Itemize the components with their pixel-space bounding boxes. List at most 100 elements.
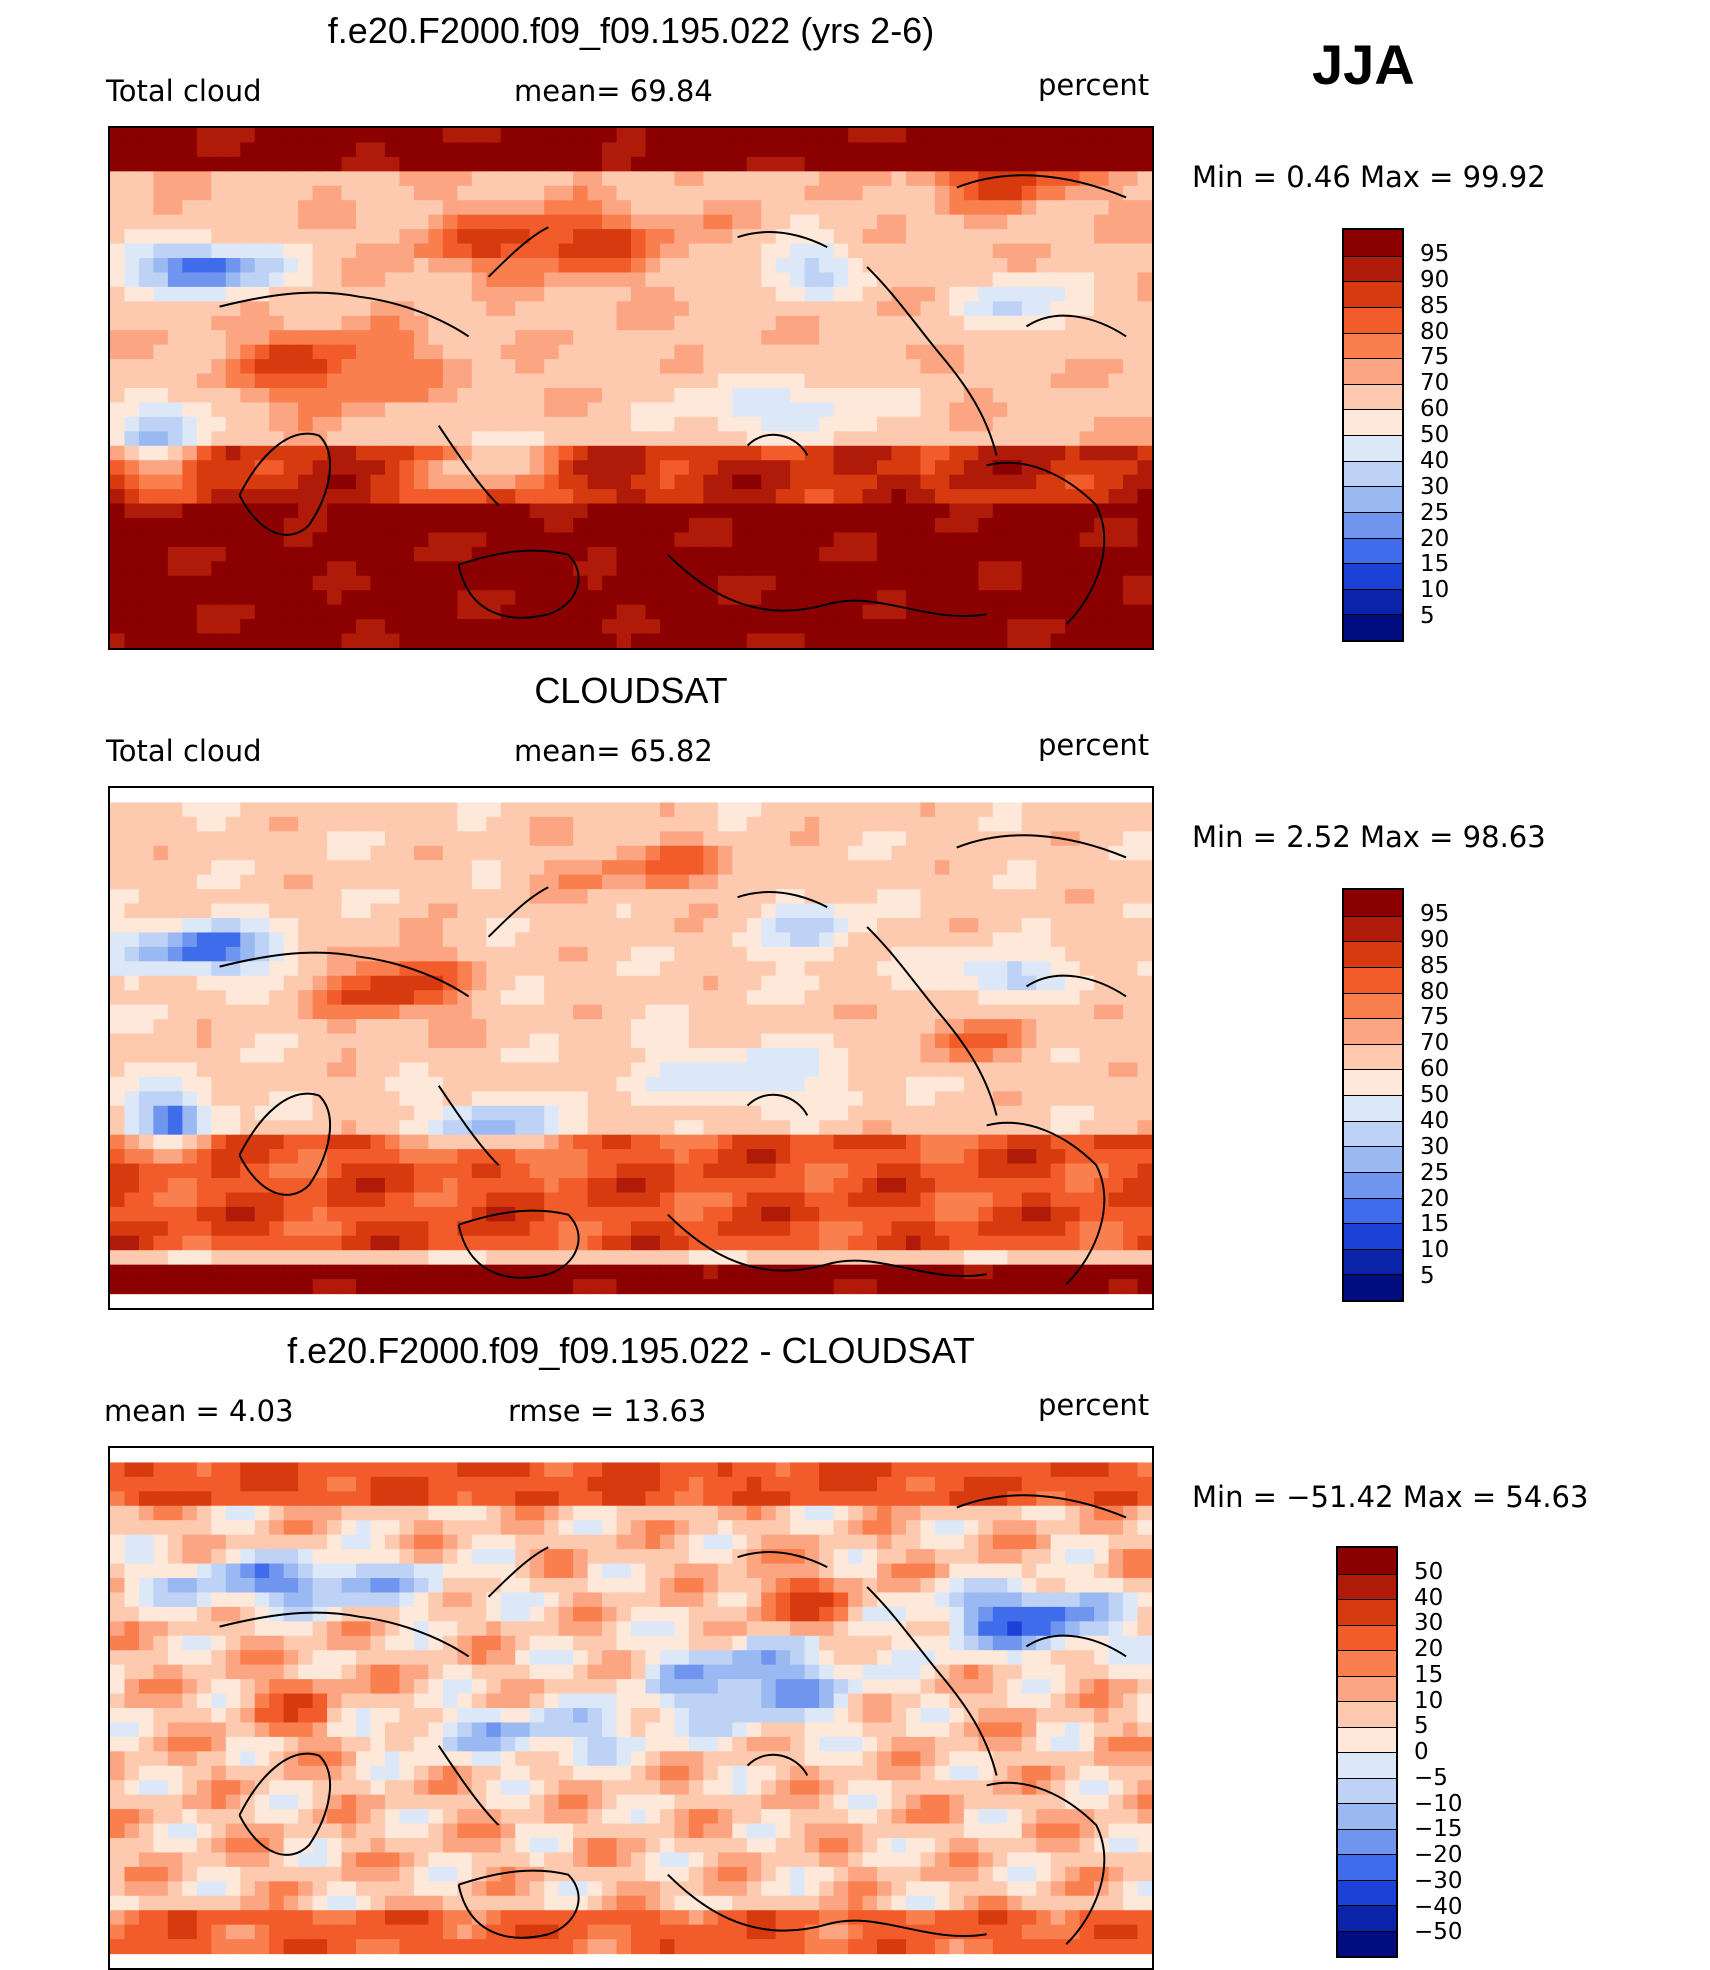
map-cell <box>659 431 676 447</box>
map-cell <box>573 243 589 259</box>
map-cell <box>471 1235 487 1251</box>
map-cell <box>602 1264 618 1280</box>
map-cell <box>688 990 704 1006</box>
map-cell <box>833 431 849 447</box>
map-cell <box>1137 1221 1152 1237</box>
map-cell <box>833 518 849 534</box>
map-cell <box>298 474 314 490</box>
map-cell <box>515 532 531 548</box>
map-cell <box>110 816 126 832</box>
map-cell <box>1036 1004 1052 1020</box>
map-cell <box>934 590 950 606</box>
map-cell <box>819 474 835 490</box>
map-cell <box>790 802 806 818</box>
map-cell <box>717 1076 733 1092</box>
map-cell <box>167 1105 183 1121</box>
colorbar-swatch <box>1344 460 1402 487</box>
map-cell <box>602 1221 618 1237</box>
map-cell <box>399 1221 415 1237</box>
map-cell <box>153 445 169 461</box>
map-cell <box>1065 546 1081 562</box>
map-cell <box>356 1120 372 1136</box>
map-cell <box>573 229 589 245</box>
map-cell <box>703 1062 719 1078</box>
map-cell <box>471 286 487 302</box>
map-cell <box>819 460 835 476</box>
map-cell <box>905 402 922 418</box>
map-cell <box>254 1062 270 1078</box>
map-cell <box>616 816 632 832</box>
map-cell <box>833 932 849 948</box>
map-cell <box>254 156 270 172</box>
map-cell <box>558 932 574 948</box>
map-cell <box>1050 1019 1066 1035</box>
map-cell <box>471 272 487 288</box>
map-cell <box>688 1033 704 1049</box>
map-cell <box>356 1149 372 1165</box>
map-cell <box>891 1250 907 1266</box>
map-cell <box>1021 489 1037 505</box>
map-cell <box>659 1004 676 1020</box>
map-cell <box>167 286 183 302</box>
map-cell <box>920 1105 936 1121</box>
map-cell <box>905 1048 922 1064</box>
map-cell <box>949 1134 965 1150</box>
map-cell <box>1123 1004 1139 1020</box>
map-cell <box>804 918 820 934</box>
map-cell <box>1137 388 1152 404</box>
map-cell <box>963 619 979 635</box>
map-cell <box>891 171 907 187</box>
map-cell <box>891 503 907 519</box>
map-cell <box>1065 1120 1081 1136</box>
map-cell <box>761 460 777 476</box>
map-cell <box>934 975 950 991</box>
map-cell <box>1065 802 1081 818</box>
map-cell <box>920 1004 936 1020</box>
map-cell <box>573 874 589 890</box>
map-cell <box>370 932 386 948</box>
map-cell <box>269 1163 285 1179</box>
map-cell <box>486 903 502 919</box>
map-cell <box>573 1076 589 1092</box>
map-cell <box>558 431 574 447</box>
map-cell <box>905 1019 922 1035</box>
map-cell <box>717 1264 733 1280</box>
map-cell <box>182 1134 198 1150</box>
map-cell <box>949 301 965 317</box>
map-cell <box>1094 946 1110 962</box>
map-cell <box>1079 903 1095 919</box>
map-cell <box>457 990 473 1006</box>
map-cell <box>298 518 314 534</box>
map-cell <box>124 546 140 562</box>
map-cell <box>283 932 299 948</box>
map-cell <box>356 546 372 562</box>
map-cell <box>298 330 314 346</box>
map-cell <box>211 243 227 259</box>
map-cell <box>963 229 979 245</box>
map-cell <box>486 503 502 519</box>
map-cell <box>225 142 241 158</box>
map-cell <box>1079 918 1095 934</box>
map-cell <box>732 359 748 375</box>
map-cell <box>153 918 169 934</box>
map-cell <box>1094 1048 1110 1064</box>
map-cell <box>283 831 299 847</box>
map-cell <box>500 532 516 548</box>
map-cell <box>269 860 285 876</box>
map-cell <box>602 831 618 847</box>
map-cell <box>515 128 531 144</box>
map-cell <box>182 315 198 331</box>
map-cell <box>732 431 748 447</box>
map-cell <box>269 1076 285 1092</box>
map-cell <box>905 546 922 562</box>
map-cell <box>775 874 791 890</box>
map-cell <box>819 1033 835 1049</box>
map-cell <box>1065 388 1081 404</box>
map-cell <box>327 128 343 144</box>
map-cell <box>949 1149 965 1165</box>
map-cell <box>978 229 994 245</box>
map-cell <box>138 388 155 404</box>
map-cell <box>529 874 545 890</box>
map-cell <box>717 1048 733 1064</box>
map-cell <box>1137 286 1152 302</box>
